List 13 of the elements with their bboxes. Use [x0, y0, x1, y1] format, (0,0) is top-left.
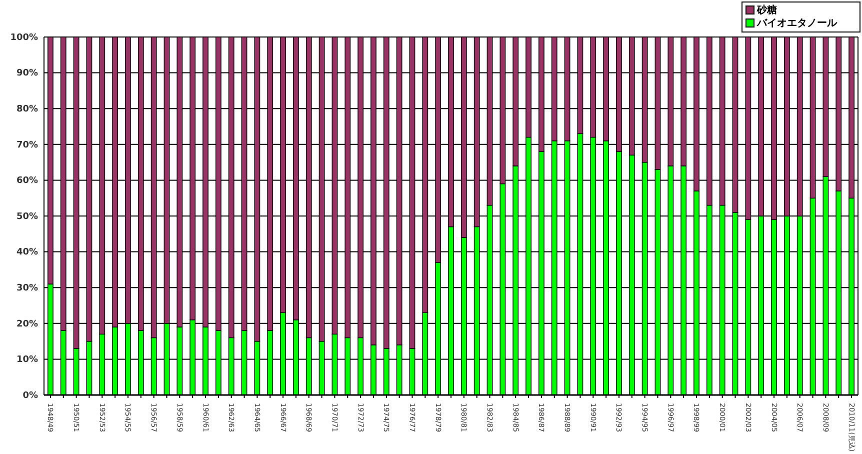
y-tick-label: 10% — [16, 355, 38, 366]
legend-label: 砂糖 — [756, 4, 777, 16]
y-tick-label: 30% — [16, 283, 38, 294]
y-tick-label: 90% — [16, 68, 38, 79]
legend-label: バイオエタノール — [756, 18, 838, 29]
y-tick-label: 80% — [16, 104, 38, 114]
y-tick-label: 70% — [16, 140, 38, 150]
y-tick-label: 20% — [16, 319, 38, 330]
y-tick-label: 100% — [10, 32, 38, 43]
y-tick-label: 60% — [16, 176, 38, 186]
y-tick-label: 0% — [22, 390, 38, 401]
y-tick-label: 40% — [16, 248, 38, 258]
y-tick-label: 50% — [16, 212, 38, 222]
